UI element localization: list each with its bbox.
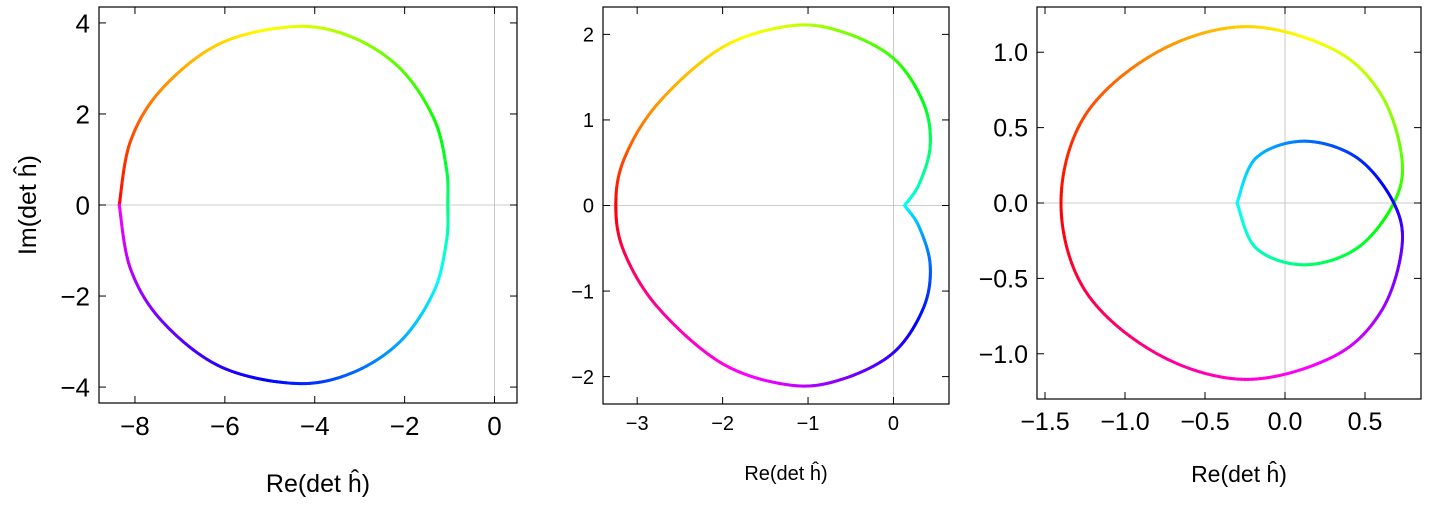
y-tick-label: 4 — [76, 8, 90, 38]
x-axis-label: Re(det ĥ) — [266, 468, 370, 498]
series-curve — [1059, 25, 1405, 381]
y-tick-label: 0 — [76, 190, 90, 220]
series-curve — [117, 24, 450, 386]
x-tick-label: −3 — [626, 413, 649, 435]
y-tick-label: −0.5 — [979, 265, 1028, 293]
x-tick-label: −8 — [120, 411, 150, 441]
y-tick-label: 1.0 — [993, 39, 1028, 67]
y-tick-label: 1 — [583, 110, 594, 132]
y-tick-label: 0.0 — [993, 190, 1028, 218]
x-tick-label: −6 — [210, 411, 240, 441]
chart-panel-2: −3 −2 −1 0 −2 −1 0 1 2 Re(det ĥ) — [571, 6, 950, 485]
x-tick-label: −4 — [300, 411, 330, 441]
x-tick-label: −0.5 — [1180, 408, 1229, 436]
x-tick-label: −1.0 — [1100, 408, 1149, 436]
y-tick-label: −1.0 — [979, 341, 1028, 369]
y-tick-label: −2 — [571, 367, 594, 389]
x-tick-label: 0 — [487, 411, 501, 441]
y-tick-label: −2 — [60, 281, 90, 311]
x-tick-label: 0.0 — [1268, 408, 1303, 436]
y-tick-label: −4 — [60, 372, 90, 402]
x-tick-label: −2 — [390, 411, 420, 441]
x-axis-label: Re(det ĥ) — [744, 461, 827, 485]
y-axis-label: Im(det ĥ) — [12, 155, 42, 255]
x-tick-label: 0 — [888, 413, 899, 435]
y-tick-label: 0 — [583, 196, 594, 218]
y-tick-label: 2 — [76, 99, 90, 129]
x-tick-label: −2 — [711, 413, 734, 435]
y-tick-label: −1 — [571, 281, 594, 303]
chart-panel-1: −8 −6 −4 −2 0 −4 −2 0 2 4 Re(det ĥ) Im(det ĥ) — [12, 6, 518, 498]
y-tick-label: 0.5 — [993, 115, 1028, 143]
x-tick-label: −1.5 — [1020, 408, 1069, 436]
series-curve — [614, 23, 932, 388]
y-tick-label: 2 — [583, 25, 594, 47]
x-axis-label: Re(det ĥ) — [1191, 460, 1287, 487]
x-tick-label: 0.5 — [1348, 408, 1383, 436]
chart-panel-3: −1.5 −1.0 −0.5 0.0 0.5 −1.0 −0.5 0.0 0.5 1.0 Re(de… — [979, 6, 1422, 487]
x-tick-label: −1 — [797, 413, 820, 435]
